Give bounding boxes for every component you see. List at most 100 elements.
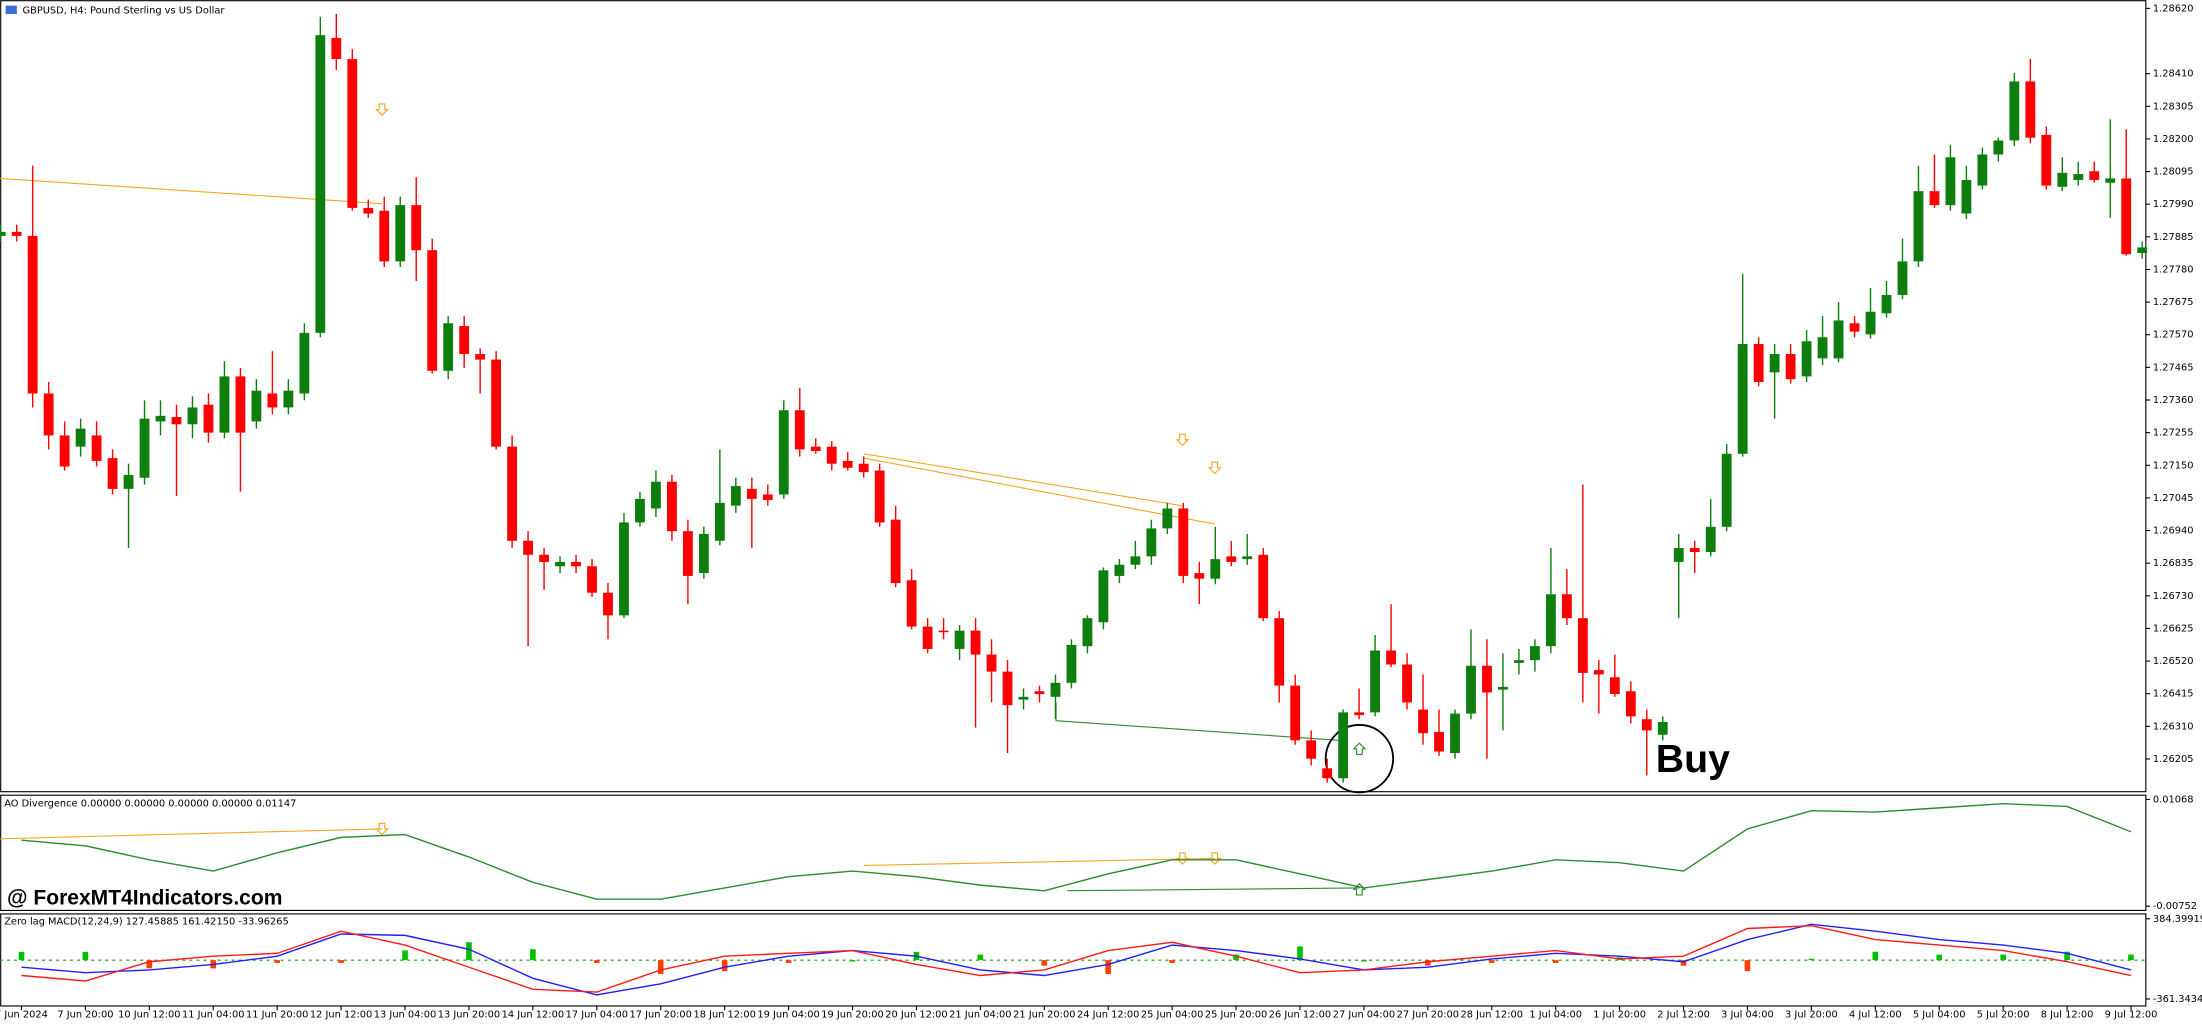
x-tick-label: 20 Jun 12:00 [885, 1009, 947, 1020]
histogram-bar [1041, 960, 1048, 966]
candle-body [1993, 140, 2004, 155]
candle-body [1114, 564, 1125, 576]
trend-line [863, 453, 1183, 507]
y-tick-label: 1.26730 [2153, 591, 2194, 602]
histogram-bar [1425, 960, 1431, 966]
candle-body [123, 474, 134, 489]
candle-body [1849, 323, 1860, 332]
candle-body [1529, 646, 1540, 661]
x-tick-label: 21 Jun 04:00 [949, 1009, 1011, 1020]
candle-body [539, 554, 549, 562]
y-tick-label: 1.27255 [2153, 428, 2194, 439]
candle-body [635, 498, 645, 523]
candle-body [1753, 344, 1764, 382]
y-tick-label: 1.26940 [2153, 526, 2194, 537]
x-tick-label: 10 Jun 12:00 [118, 1009, 180, 1020]
y-tick-label: 1.28095 [2153, 167, 2194, 178]
candle-body [1002, 671, 1013, 706]
candle-body [619, 522, 629, 616]
chart-title: GBPUSD, H4: Pound Sterling vs US Dollar [22, 6, 225, 17]
x-tick-label: 25 Jun 20:00 [1205, 1009, 1267, 1020]
frames [0, 0, 2147, 1007]
histogram-bar [274, 960, 280, 963]
x-tick-label: 4 Jul 12:00 [1849, 1009, 1902, 1020]
candle-body [1258, 554, 1269, 619]
candle-body [187, 407, 198, 425]
candle-body [27, 235, 38, 394]
buy-circle [1324, 724, 1395, 794]
candle-body [1098, 570, 1109, 623]
x-tick-label: 17 Jun 04:00 [566, 1009, 628, 1020]
candle-body [1945, 157, 1956, 206]
y-tick-label: 1.27885 [2153, 232, 2194, 243]
candle-body [1274, 618, 1285, 686]
candle-body [1817, 337, 1828, 359]
candle-body [555, 561, 565, 567]
candle-body [986, 654, 997, 672]
x-tick-label: 11 Jun 20:00 [246, 1009, 308, 1020]
histogram-bar [1552, 960, 1559, 963]
candle-body [1593, 670, 1604, 675]
histogram-bar [593, 960, 600, 963]
candle-body [219, 376, 230, 433]
ao-sell-arrow [1207, 852, 1222, 865]
signal-arrows [375, 103, 1367, 896]
candle-body [1466, 665, 1476, 714]
candle-body [2121, 178, 2132, 255]
x-tick-label: 18 Jun 12:00 [693, 1009, 755, 1020]
candle-body [2041, 134, 2052, 186]
candle-body [2137, 247, 2148, 253]
candle-body [1977, 154, 1988, 186]
candle-body [1226, 556, 1237, 562]
y-tick-label: 1.27675 [2153, 297, 2194, 308]
histogram-bar [1297, 946, 1303, 961]
candle-body [1482, 665, 1492, 693]
candle-body [2089, 171, 2100, 180]
y-tick-label: 1.27360 [2153, 395, 2194, 406]
ao-frame [0, 794, 2147, 911]
y-tick-label: 1.27780 [2153, 264, 2194, 275]
y-tick-label: 1.28410 [2153, 69, 2194, 80]
x-tick-label: 2 Jul 12:00 [1657, 1009, 1710, 1020]
candle-body [107, 458, 118, 489]
candle-body [1146, 528, 1157, 557]
y-tick-label: -361.34344 [2153, 994, 2202, 1005]
candle-body [507, 446, 518, 541]
candle-body [1290, 685, 1301, 741]
candle-body [1929, 191, 1940, 206]
candle-body [1322, 768, 1333, 779]
y-tick-label: 1.27570 [2153, 330, 2194, 341]
candle-body [1386, 650, 1396, 665]
macd-line [21, 923, 2132, 996]
candle-body [1785, 354, 1796, 380]
candle-body [714, 502, 725, 541]
trend-line [863, 457, 1215, 525]
candle-body [0, 231, 6, 236]
candle-body [1162, 508, 1173, 529]
histogram-bar [2000, 954, 2006, 961]
histogram-bar [466, 942, 472, 961]
candle-body [203, 404, 214, 433]
candle-body [1689, 547, 1700, 552]
y-tick-label: 1.26310 [2153, 721, 2194, 732]
candle-body [1450, 713, 1460, 754]
candle-body [91, 435, 102, 461]
ao-buy-arrow [1352, 882, 1367, 896]
candle-body [890, 519, 901, 584]
x-tick-label: 13 Jun 04:00 [374, 1009, 436, 1020]
candle-body [2073, 174, 2084, 180]
x-tick-label: 5 Jul 04:00 [1913, 1009, 1966, 1020]
macd-line [21, 925, 2132, 993]
histogram-bar [338, 960, 344, 963]
y-tick-label: 1.27150 [2153, 460, 2194, 471]
candle-body [1370, 650, 1381, 713]
candle-body [874, 470, 885, 523]
candle-body [1641, 719, 1652, 731]
y-tick-label: 1.28620 [2153, 3, 2194, 14]
histogram-bar [82, 951, 89, 961]
histogram-bar [2064, 951, 2070, 961]
candle-body [1721, 453, 1732, 527]
x-tick-label: 1 Jul 20:00 [1593, 1009, 1646, 1020]
candle-body [331, 37, 342, 60]
